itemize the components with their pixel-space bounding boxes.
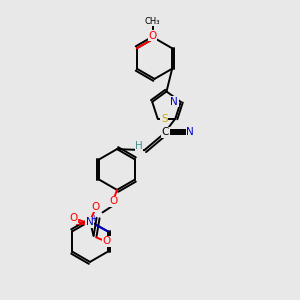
Text: O: O <box>110 196 118 206</box>
Text: H: H <box>135 141 143 151</box>
Text: N: N <box>186 127 194 137</box>
Text: S: S <box>161 114 168 124</box>
Text: O: O <box>148 31 157 40</box>
Text: O: O <box>91 202 99 212</box>
Text: N: N <box>86 217 94 227</box>
Text: O: O <box>70 213 78 224</box>
Text: CH₃: CH₃ <box>145 17 161 26</box>
Text: +: + <box>91 214 97 223</box>
Text: O: O <box>102 236 110 246</box>
Text: −: − <box>75 220 83 230</box>
Text: N: N <box>170 97 178 107</box>
Text: C: C <box>162 127 169 137</box>
